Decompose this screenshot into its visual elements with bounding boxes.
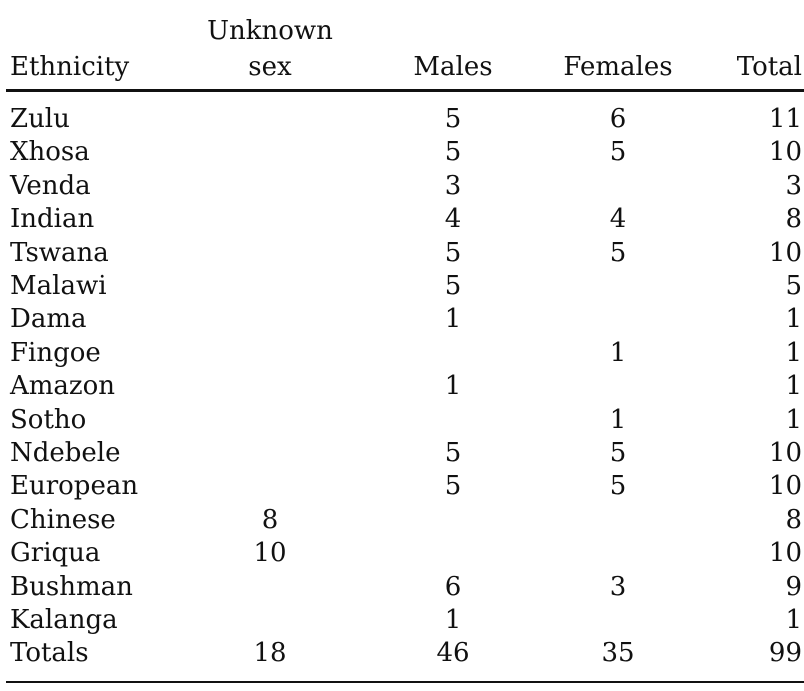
table-row: Venda 3 3 (0, 171, 804, 204)
header-unknown-sex-line1: Unknown (207, 16, 333, 46)
header-ethnicity: Ethnicity (10, 52, 130, 82)
cell-total: 10 (768, 438, 802, 468)
cell-males: 5 (444, 104, 462, 134)
table-row: Tswana 5 5 10 (0, 238, 804, 271)
cell-total: 1 (785, 404, 802, 435)
cell-males: 5 (444, 237, 462, 268)
cell-males: 5 (444, 438, 462, 468)
cell-ethnicity: Venda (10, 170, 91, 201)
cell-females: 4 (609, 204, 627, 235)
cell-total: 9 (785, 571, 802, 602)
cell-ethnicity: Malawi (10, 271, 107, 301)
cell-total: 3 (785, 170, 802, 201)
totals-row: Totals 18 46 35 99 (0, 638, 804, 671)
cell-ethnicity: Amazon (10, 371, 116, 402)
table-row: Fingoe 1 1 (0, 338, 804, 371)
cell-males: 4 (444, 204, 462, 235)
cell-females: 6 (609, 104, 627, 134)
cell-females: 1 (609, 404, 627, 435)
table-row: Ndebele 5 5 10 (0, 438, 804, 471)
cell-males: 1 (444, 371, 462, 402)
cell-ethnicity: Ndebele (10, 438, 121, 468)
cell-females: 3 (609, 571, 627, 602)
cell-total: 8 (785, 204, 802, 235)
table-row: Amazon 1 1 (0, 371, 804, 404)
header-unknown-sex-line2: sex (248, 52, 292, 82)
cell-males: 5 (444, 137, 462, 168)
cell-total: 8 (785, 504, 802, 535)
cell-ethnicity: Tswana (10, 237, 109, 268)
cell-unknown-sex: 18 (253, 638, 287, 669)
table-row: Xhosa 5 5 10 (0, 137, 804, 170)
cell-males: 3 (444, 170, 462, 201)
cell-males: 1 (444, 304, 462, 335)
cell-females: 35 (601, 638, 635, 669)
cell-ethnicity: Xhosa (10, 137, 90, 168)
cell-ethnicity: Griqua (10, 538, 101, 569)
cell-ethnicity: Bushman (10, 571, 133, 602)
cell-total: 5 (785, 271, 802, 301)
cell-total: 10 (768, 237, 802, 268)
cell-ethnicity: Zulu (10, 104, 70, 134)
cell-ethnicity: Indian (10, 204, 95, 235)
cell-females: 5 (609, 471, 627, 502)
cell-females: 5 (609, 137, 627, 168)
cell-total: 10 (768, 137, 802, 168)
cell-total: 11 (768, 104, 802, 134)
cell-ethnicity: Chinese (10, 504, 116, 535)
table-row: Sotho 1 1 (0, 405, 804, 438)
cell-total: 99 (768, 638, 802, 669)
table-row: Griqua 10 10 (0, 538, 804, 571)
cell-total: 1 (785, 605, 802, 635)
table-row: Indian 4 4 8 (0, 204, 804, 237)
table-row: Dama 1 1 (0, 304, 804, 337)
cell-total: 1 (785, 371, 802, 402)
cell-total: 1 (785, 304, 802, 335)
cell-unknown-sex: 8 (261, 504, 279, 535)
cell-males: 46 (436, 638, 470, 669)
cell-males: 1 (444, 605, 462, 635)
cell-ethnicity: Dama (10, 304, 87, 335)
cell-ethnicity: Kalanga (10, 605, 118, 635)
table-row: Malawi 5 5 (0, 271, 804, 304)
table-row: Kalanga 1 1 (0, 605, 804, 638)
cell-males: 6 (444, 571, 462, 602)
cell-ethnicity: European (10, 471, 139, 502)
cell-ethnicity: Sotho (10, 404, 87, 435)
header-rule (6, 89, 804, 92)
cell-unknown-sex: 10 (253, 538, 287, 569)
header-males: Males (413, 52, 493, 82)
cell-females: 5 (609, 237, 627, 268)
cell-total: 10 (768, 471, 802, 502)
table-row: Bushman 6 3 9 (0, 572, 804, 605)
cell-females: 1 (609, 337, 627, 368)
cell-ethnicity: Totals (10, 638, 89, 669)
cell-total: 10 (768, 538, 802, 569)
cell-females: 5 (609, 438, 627, 468)
table-row: Zulu 5 6 11 (0, 104, 804, 137)
cell-males: 5 (444, 471, 462, 502)
header-total: Total (736, 52, 802, 82)
table-row: European 5 5 10 (0, 471, 804, 504)
cell-ethnicity: Fingoe (10, 337, 101, 368)
cell-males: 5 (444, 271, 462, 301)
header-females: Females (563, 52, 673, 82)
cell-total: 1 (785, 337, 802, 368)
bottom-rule (6, 681, 804, 683)
table-row: Chinese 8 8 (0, 505, 804, 538)
